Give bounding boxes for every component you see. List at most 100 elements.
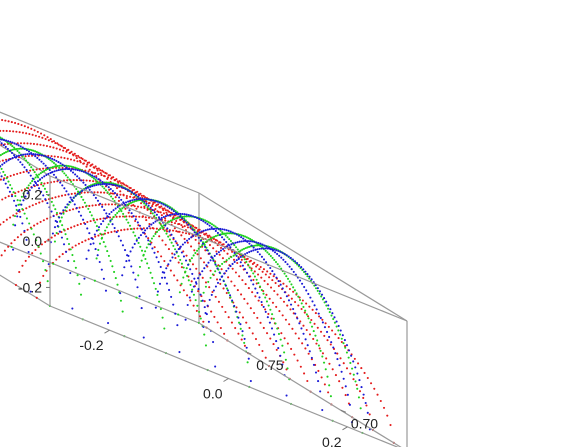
data-point: [179, 218, 182, 221]
data-point: [160, 214, 163, 217]
data-point: [122, 215, 125, 218]
data-point: [111, 223, 114, 226]
data-point: [335, 325, 338, 328]
data-point: [104, 217, 107, 220]
data-point: [225, 287, 229, 290]
tick-mark: [340, 409, 347, 413]
data-point: [10, 195, 14, 198]
data-point: [164, 215, 167, 218]
box-edge: [49, 175, 408, 322]
data-point: [180, 266, 183, 269]
data-point: [199, 315, 202, 318]
data-point: [62, 211, 65, 214]
data-point: [101, 169, 104, 172]
data-point: [165, 232, 168, 235]
data-point: [15, 208, 18, 211]
data-point: [74, 166, 77, 169]
data-point: [235, 306, 238, 309]
data-point: [42, 194, 45, 197]
data-point: [197, 290, 200, 293]
data-point: [3, 139, 6, 142]
data-point: [44, 164, 47, 167]
data-point: [78, 177, 81, 180]
data-point: [9, 174, 12, 177]
data-point: [363, 371, 366, 374]
data-point: [218, 271, 221, 274]
data-point: [269, 337, 272, 340]
data-point: [183, 241, 187, 244]
data-point: [89, 211, 92, 214]
box-edge: [0, 144, 51, 177]
data-point: [110, 203, 114, 206]
data-point: [134, 278, 137, 281]
data-point: [158, 300, 161, 303]
data-point: [0, 138, 1, 141]
data-point: [303, 311, 306, 314]
data-point: [279, 280, 282, 283]
data-point: [180, 262, 183, 265]
data-point: [126, 228, 129, 231]
data-point: [278, 310, 281, 313]
data-point: [159, 211, 162, 214]
data-point: [305, 328, 308, 332]
data-point: [82, 162, 85, 165]
data-point: [88, 168, 91, 171]
data-point: [326, 375, 329, 378]
data-point: [318, 290, 321, 293]
data-point: [250, 244, 253, 247]
data-point: [149, 206, 152, 209]
data-point: [61, 184, 64, 187]
data-point: [194, 281, 198, 284]
data-point: [337, 329, 340, 332]
data-point: [95, 176, 98, 179]
data-point: [191, 288, 194, 291]
series-curve: [0, 147, 126, 338]
data-point: [65, 190, 68, 193]
data-point: [103, 209, 106, 212]
data-point: [362, 393, 365, 396]
data-point: [209, 269, 212, 272]
data-point: [132, 271, 135, 274]
data-point: [211, 256, 214, 260]
data-point: [196, 304, 199, 307]
data-point: [105, 216, 108, 219]
data-point: [161, 225, 164, 228]
data-point: [37, 173, 41, 176]
data-point: [225, 232, 228, 235]
data-point: [50, 155, 53, 158]
data-point: [297, 304, 300, 307]
data-point: [304, 309, 307, 312]
data-point: [59, 162, 62, 165]
data-point: [29, 142, 32, 145]
data-point: [225, 259, 228, 262]
data-point: [31, 133, 34, 136]
data-point: [287, 255, 290, 258]
data-point: [68, 200, 71, 203]
data-point: [69, 271, 72, 275]
data-point: [328, 384, 331, 387]
data-point: [152, 282, 156, 285]
data-point: [292, 290, 295, 293]
data-point: [32, 149, 35, 152]
data-point: [255, 282, 258, 285]
data-point: [145, 202, 148, 205]
data-point: [233, 304, 236, 307]
data-point: [20, 233, 23, 236]
data-point: [165, 267, 168, 270]
data-point: [307, 292, 310, 296]
data-point: [75, 167, 78, 170]
data-point: [171, 256, 174, 259]
data-point: [183, 271, 187, 274]
data-point: [323, 383, 326, 386]
data-point: [17, 190, 20, 193]
data-point: [245, 258, 248, 261]
data-point: [24, 259, 27, 262]
data-point: [52, 140, 56, 143]
data-point: [199, 317, 202, 320]
data-point: [318, 347, 321, 350]
data-point: [106, 177, 109, 180]
data-point: [0, 167, 3, 170]
data-point: [163, 260, 166, 263]
data-point: [10, 121, 13, 124]
data-point: [219, 278, 222, 281]
